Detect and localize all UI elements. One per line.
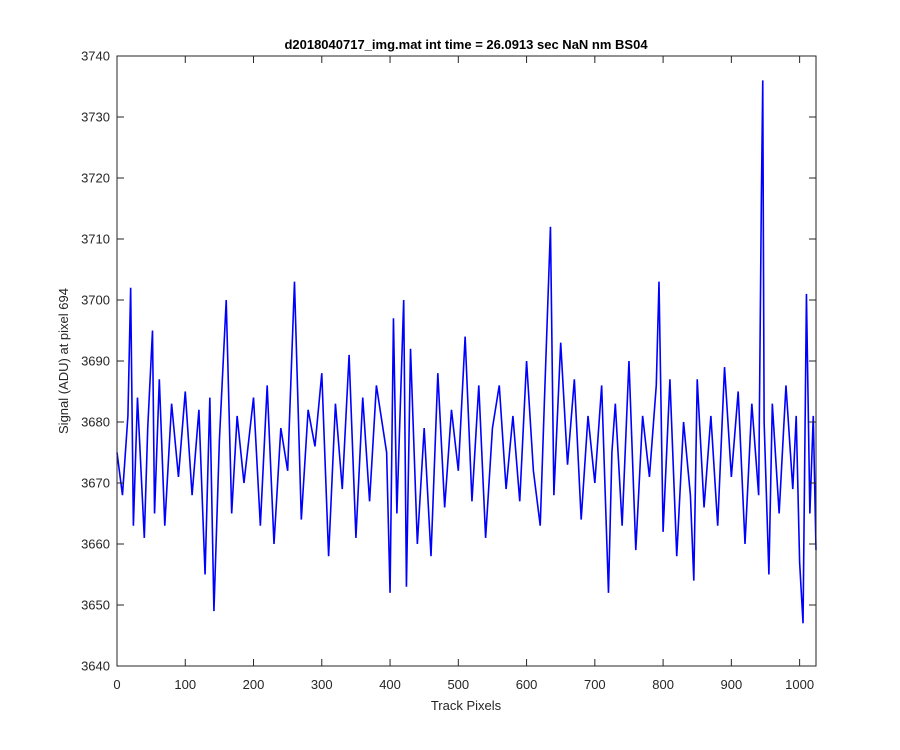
x-tick-label-4: 400: [379, 677, 401, 692]
y-tick-label-4: 3680: [81, 415, 110, 430]
series-line-0: [116, 80, 817, 624]
x-tick-label-9: 900: [721, 677, 743, 692]
series-layer: [116, 80, 817, 624]
x-tick-label-2: 200: [243, 677, 265, 692]
x-tick-label-1: 100: [174, 677, 196, 692]
y-tick-label-2: 3660: [81, 537, 110, 552]
y-tick-label-1: 3650: [81, 598, 110, 613]
y-tick-label-10: 3740: [81, 49, 110, 64]
y-tick-label-9: 3730: [81, 110, 110, 125]
x-tick-label-3: 300: [311, 677, 333, 692]
y-tick-label-6: 3700: [81, 293, 110, 308]
tick-layer: 0 100 200 300 400 500 600 700 800 900 1000 3640 3650…: [81, 49, 816, 692]
chart-title: d2018040717_img.mat int time = 26.0913 s…: [284, 37, 648, 52]
x-tick-label-0: 0: [113, 677, 120, 692]
x-tick-label-6: 600: [516, 677, 538, 692]
y-axis-label: Signal (ADU) at pixel 694: [56, 288, 71, 434]
plot-box: [116, 55, 817, 667]
y-tick-label-5: 3690: [81, 354, 110, 369]
y-tick-label-0: 3640: [81, 659, 110, 674]
x-axis-label: Track Pixels: [431, 698, 502, 713]
x-tick-label-7: 700: [584, 677, 606, 692]
x-tick-label-8: 800: [652, 677, 674, 692]
y-tick-label-8: 3720: [81, 171, 110, 186]
x-tick-label-5: 500: [447, 677, 469, 692]
x-tick-label-10: 1000: [785, 677, 814, 692]
y-tick-label-3: 3670: [81, 476, 110, 491]
y-tick-label-7: 3710: [81, 232, 110, 247]
